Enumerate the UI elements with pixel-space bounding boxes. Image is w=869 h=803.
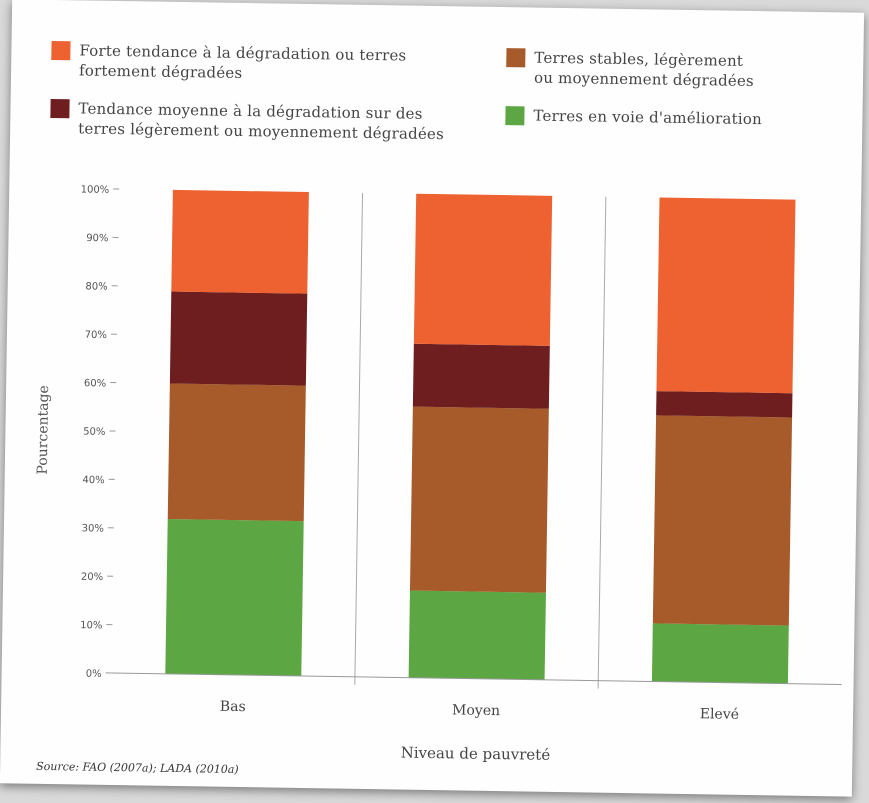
bar-segment-4 [171, 189, 309, 294]
bar-segment-1 [165, 518, 304, 676]
bar-segment-1 [651, 623, 789, 684]
bar-segment-1 [408, 590, 546, 680]
y-tick-label: 40% [82, 475, 104, 486]
x-tick-label: Moyen [452, 702, 500, 719]
bar-segment-2 [167, 383, 306, 522]
bar-segment-4 [413, 193, 553, 346]
bar-segment-2 [409, 406, 549, 593]
y-tick-label: 10% [80, 620, 102, 631]
y-tick-label: 70% [85, 330, 107, 341]
y-axis-title: Pourcentage [35, 385, 52, 475]
y-tick-label: 80% [85, 281, 107, 292]
y-tick-label: 50% [83, 427, 105, 438]
bar-segment-2 [652, 415, 793, 626]
x-tick-label: Elevé [700, 706, 739, 723]
x-axis-title: Niveau de pauvreté [401, 744, 551, 764]
y-tick-label: 100% [81, 184, 110, 195]
y-tick-label: 0% [86, 669, 102, 680]
bar-segment-3 [169, 291, 308, 386]
y-tick-label: 90% [86, 233, 108, 244]
x-axis-line [111, 672, 842, 685]
category-divider [597, 196, 607, 689]
bar-segment-4 [656, 197, 796, 394]
category-divider [354, 192, 364, 685]
x-tick-label: Bas [220, 699, 246, 715]
y-tick-label: 60% [84, 378, 106, 389]
bar-segment-3 [412, 343, 550, 409]
bar-segment-3 [656, 391, 793, 418]
y-tick-label: 30% [82, 523, 104, 534]
y-tick-label: 20% [81, 572, 103, 583]
